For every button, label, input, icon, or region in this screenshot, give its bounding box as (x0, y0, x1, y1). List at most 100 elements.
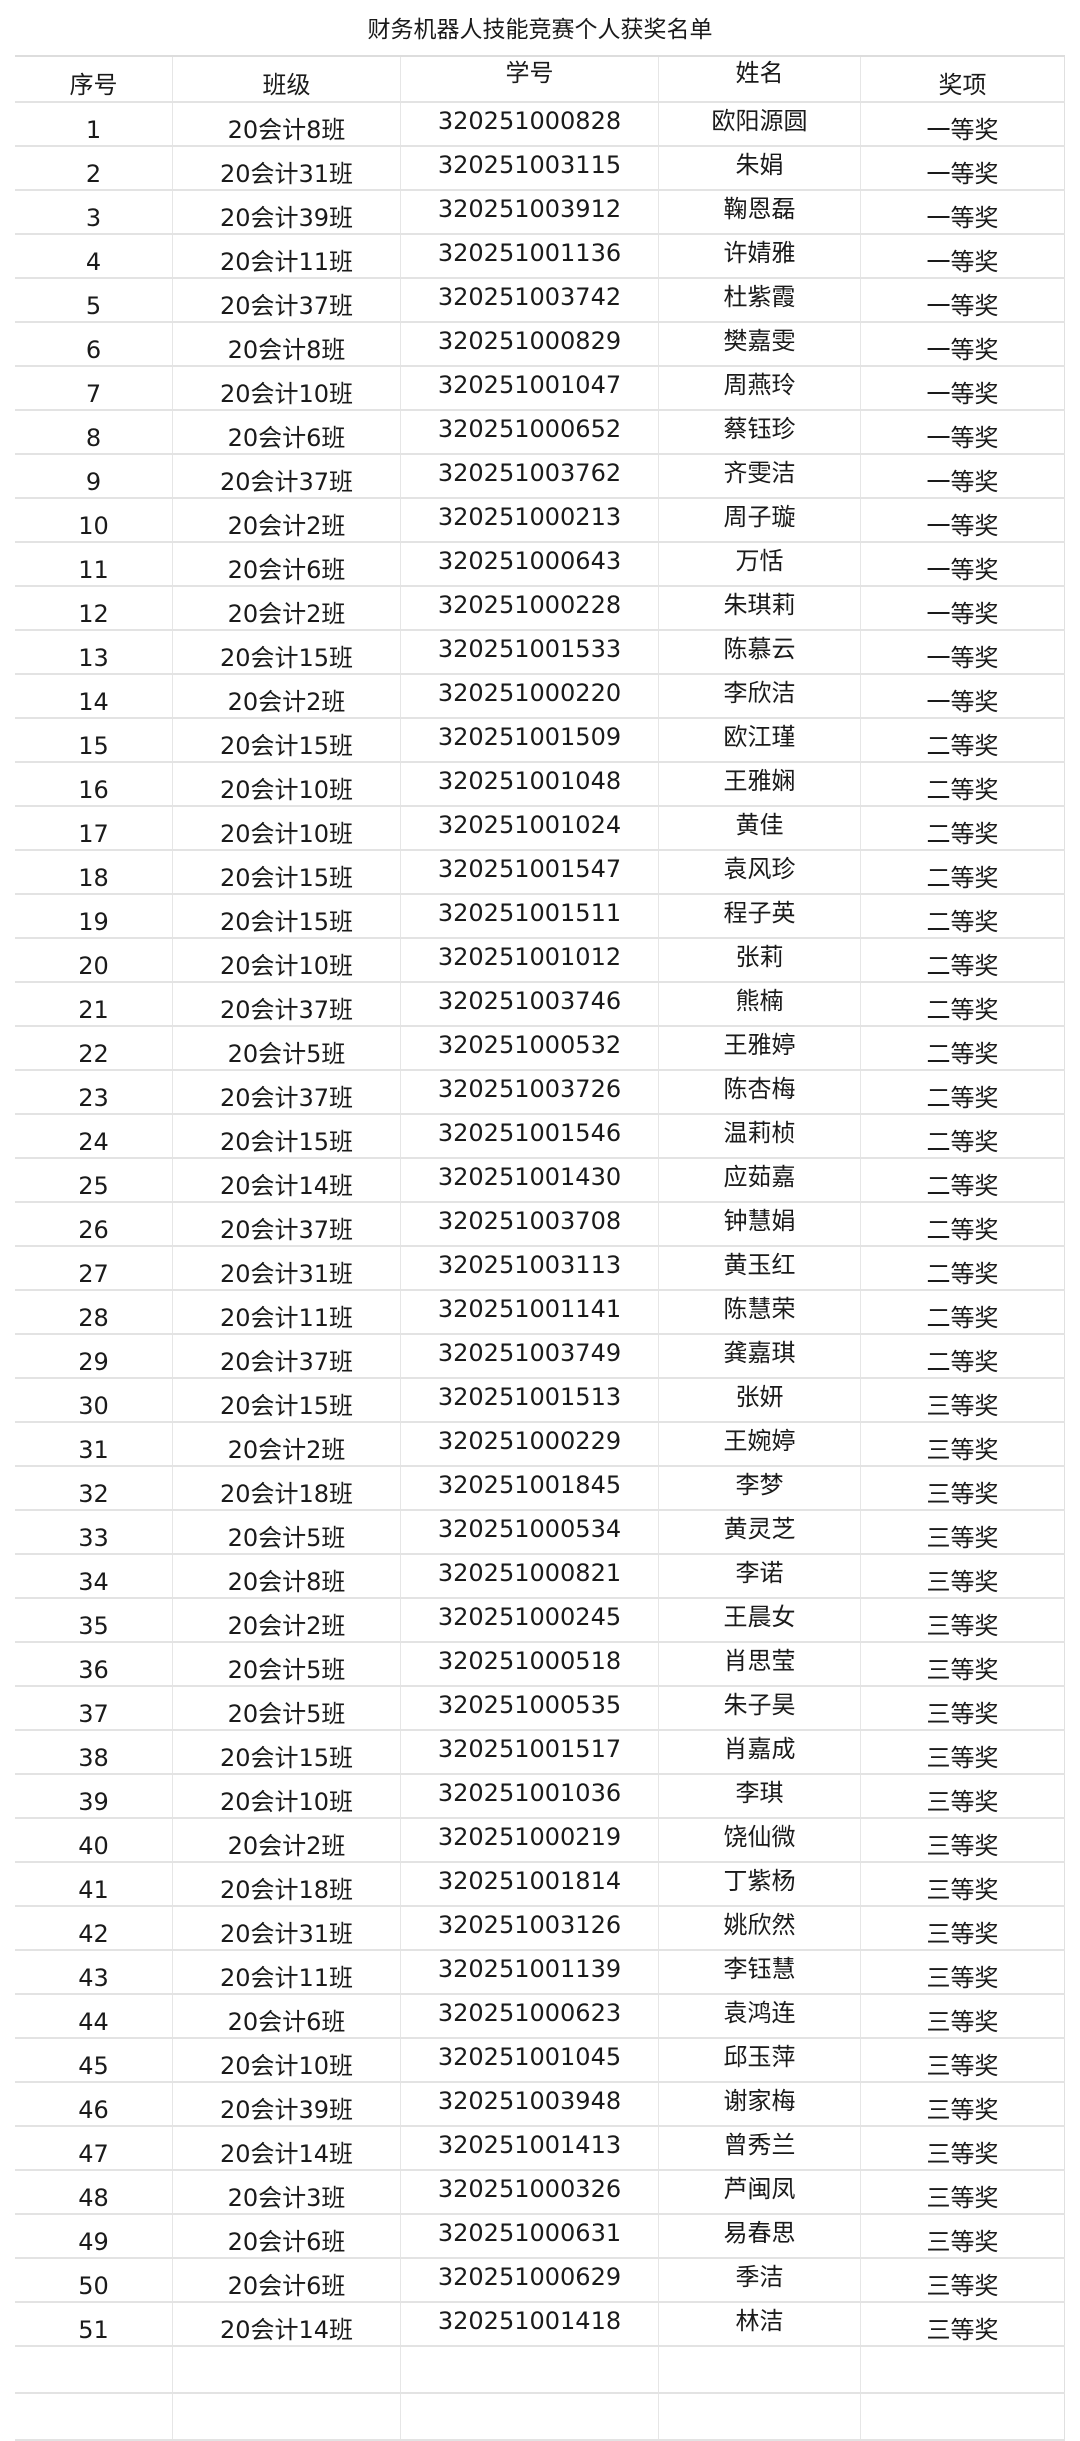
cell-index[interactable]: 35 (15, 1599, 173, 1641)
cell-award[interactable]: 一等奖 (861, 367, 1065, 409)
cell-name[interactable]: 李梦 (659, 1467, 861, 1509)
cell-class[interactable]: 20会计8班 (173, 1555, 401, 1597)
cell-award[interactable]: 二等奖 (861, 983, 1065, 1025)
empty-cell[interactable] (173, 2347, 401, 2392)
cell-name[interactable]: 肖嘉成 (659, 1731, 861, 1773)
cell-name[interactable]: 邱玉萍 (659, 2039, 861, 2081)
cell-name[interactable]: 许婧雅 (659, 235, 861, 277)
cell-award[interactable]: 一等奖 (861, 147, 1065, 189)
cell-name[interactable]: 龚嘉琪 (659, 1335, 861, 1377)
cell-name[interactable]: 丁紫杨 (659, 1863, 861, 1905)
cell-class[interactable]: 20会计15班 (173, 851, 401, 893)
cell-class[interactable]: 20会计37班 (173, 1203, 401, 1245)
cell-class[interactable]: 20会计15班 (173, 631, 401, 673)
cell-student-id[interactable]: 320251003762 (401, 455, 659, 497)
empty-cell[interactable] (173, 2394, 401, 2439)
cell-index[interactable]: 1 (15, 103, 173, 145)
cell-name[interactable]: 李诺 (659, 1555, 861, 1597)
cell-name[interactable]: 袁鸿连 (659, 1995, 861, 2037)
cell-index[interactable]: 11 (15, 543, 173, 585)
cell-name[interactable]: 陈慕云 (659, 631, 861, 673)
cell-student-id[interactable]: 320251001430 (401, 1159, 659, 1201)
cell-index[interactable]: 16 (15, 763, 173, 805)
cell-student-id[interactable]: 320251000245 (401, 1599, 659, 1641)
cell-name[interactable]: 张莉 (659, 939, 861, 981)
cell-award[interactable]: 三等奖 (861, 2303, 1065, 2345)
cell-name[interactable]: 周燕玲 (659, 367, 861, 409)
cell-name[interactable]: 温莉桢 (659, 1115, 861, 1157)
cell-name[interactable]: 鞠恩磊 (659, 191, 861, 233)
cell-index[interactable]: 27 (15, 1247, 173, 1289)
cell-award[interactable]: 二等奖 (861, 1335, 1065, 1377)
cell-student-id[interactable]: 320251001509 (401, 719, 659, 761)
cell-student-id[interactable]: 320251001845 (401, 1467, 659, 1509)
empty-cell[interactable] (861, 2347, 1065, 2392)
cell-name[interactable]: 应茹嘉 (659, 1159, 861, 1201)
cell-index[interactable]: 48 (15, 2171, 173, 2213)
cell-name[interactable]: 王晨女 (659, 1599, 861, 1641)
cell-index[interactable]: 4 (15, 235, 173, 277)
cell-award[interactable]: 三等奖 (861, 1819, 1065, 1861)
cell-student-id[interactable]: 320251001024 (401, 807, 659, 849)
cell-student-id[interactable]: 320251001045 (401, 2039, 659, 2081)
cell-student-id[interactable]: 320251001814 (401, 1863, 659, 1905)
cell-student-id[interactable]: 320251000829 (401, 323, 659, 365)
cell-name[interactable]: 蔡钰珍 (659, 411, 861, 453)
cell-student-id[interactable]: 320251000535 (401, 1687, 659, 1729)
cell-student-id[interactable]: 320251003749 (401, 1335, 659, 1377)
cell-name[interactable]: 陈慧荣 (659, 1291, 861, 1333)
cell-student-id[interactable]: 320251000652 (401, 411, 659, 453)
cell-index[interactable]: 19 (15, 895, 173, 937)
cell-name[interactable]: 芦闽凤 (659, 2171, 861, 2213)
cell-award[interactable]: 一等奖 (861, 235, 1065, 277)
cell-index[interactable]: 6 (15, 323, 173, 365)
cell-name[interactable]: 王婉婷 (659, 1423, 861, 1465)
empty-cell[interactable] (861, 2394, 1065, 2439)
cell-award[interactable]: 三等奖 (861, 1423, 1065, 1465)
cell-name[interactable]: 李琪 (659, 1775, 861, 1817)
cell-award[interactable]: 一等奖 (861, 103, 1065, 145)
cell-award[interactable]: 三等奖 (861, 1863, 1065, 1905)
cell-award[interactable]: 二等奖 (861, 719, 1065, 761)
cell-name[interactable]: 李钰慧 (659, 1951, 861, 1993)
cell-index[interactable]: 45 (15, 2039, 173, 2081)
cell-name[interactable]: 李欣洁 (659, 675, 861, 717)
cell-name[interactable]: 季洁 (659, 2259, 861, 2301)
cell-index[interactable]: 41 (15, 1863, 173, 1905)
cell-student-id[interactable]: 320251001048 (401, 763, 659, 805)
cell-name[interactable]: 杜紫霞 (659, 279, 861, 321)
cell-award[interactable]: 三等奖 (861, 1775, 1065, 1817)
cell-class[interactable]: 20会计18班 (173, 1863, 401, 1905)
cell-award[interactable]: 三等奖 (861, 1731, 1065, 1773)
cell-award[interactable]: 三等奖 (861, 2171, 1065, 2213)
cell-name[interactable]: 张妍 (659, 1379, 861, 1421)
cell-class[interactable]: 20会计14班 (173, 2303, 401, 2345)
cell-index[interactable]: 44 (15, 1995, 173, 2037)
cell-index[interactable]: 21 (15, 983, 173, 1025)
cell-award[interactable]: 三等奖 (861, 1599, 1065, 1641)
cell-award[interactable]: 一等奖 (861, 631, 1065, 673)
cell-award[interactable]: 二等奖 (861, 1247, 1065, 1289)
cell-index[interactable]: 33 (15, 1511, 173, 1553)
cell-award[interactable]: 一等奖 (861, 499, 1065, 541)
empty-cell[interactable] (15, 2394, 173, 2439)
cell-class[interactable]: 20会计18班 (173, 1467, 401, 1509)
cell-index[interactable]: 13 (15, 631, 173, 673)
cell-index[interactable]: 36 (15, 1643, 173, 1685)
cell-class[interactable]: 20会计37班 (173, 279, 401, 321)
cell-class[interactable]: 20会计6班 (173, 2259, 401, 2301)
cell-name[interactable]: 欧阳源圆 (659, 103, 861, 145)
cell-class[interactable]: 20会计8班 (173, 103, 401, 145)
cell-class[interactable]: 20会计15班 (173, 1731, 401, 1773)
cell-name[interactable]: 黄灵芝 (659, 1511, 861, 1553)
cell-index[interactable]: 31 (15, 1423, 173, 1465)
cell-student-id[interactable]: 320251003113 (401, 1247, 659, 1289)
cell-student-id[interactable]: 320251001533 (401, 631, 659, 673)
cell-class[interactable]: 20会计39班 (173, 2083, 401, 2125)
cell-student-id[interactable]: 320251003948 (401, 2083, 659, 2125)
cell-index[interactable]: 39 (15, 1775, 173, 1817)
cell-index[interactable]: 20 (15, 939, 173, 981)
cell-index[interactable]: 24 (15, 1115, 173, 1157)
cell-class[interactable]: 20会计2班 (173, 1423, 401, 1465)
cell-student-id[interactable]: 320251001136 (401, 235, 659, 277)
